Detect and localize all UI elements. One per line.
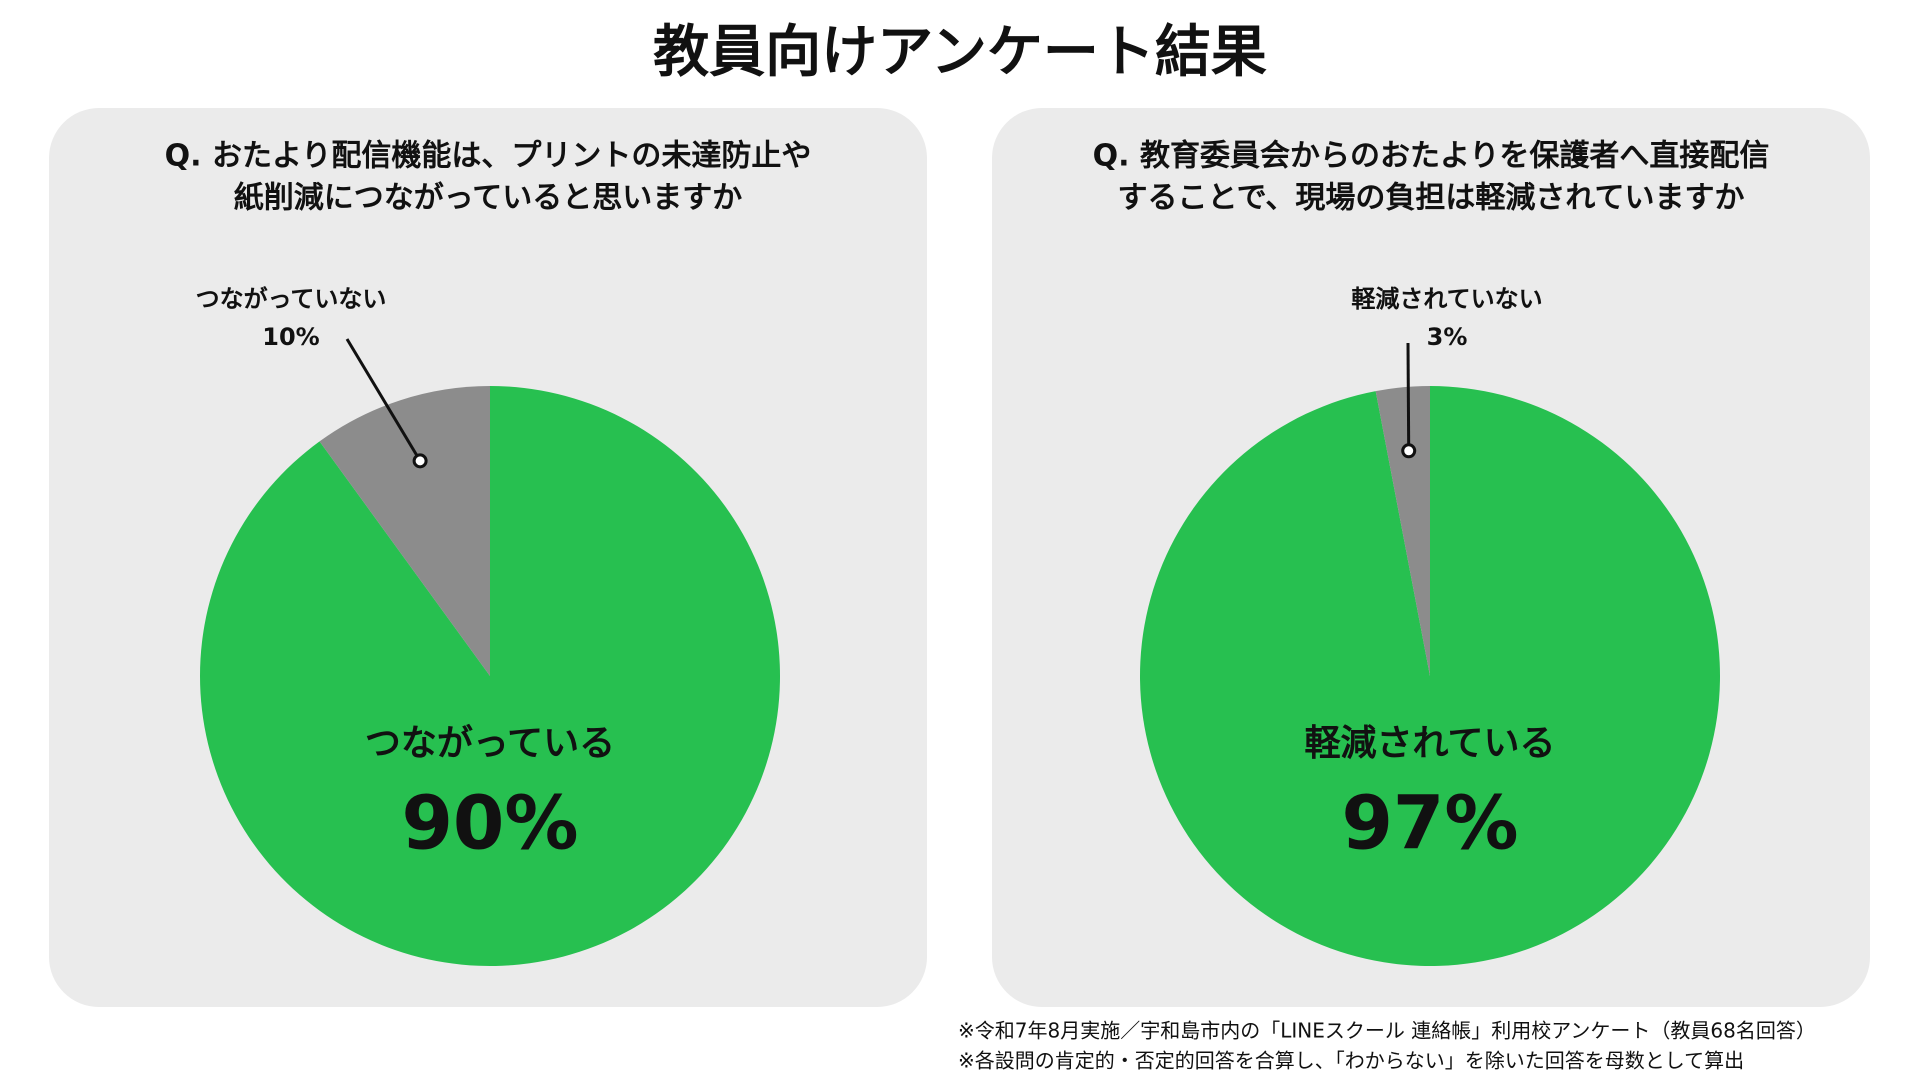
- leader-dot: [412, 453, 428, 469]
- question: することで、現場の負担は軽減されていますか: [1118, 181, 1745, 216]
- pie-slice: [1375, 386, 1430, 676]
- note: ※各設問の肯定的・否定的回答を合算し、「わからない」を除いた回答を母数として算出: [958, 1049, 1744, 1073]
- slice-label: 軽減されている: [1305, 723, 1556, 764]
- leader-line: [1406, 342, 1411, 451]
- note: ※令和7年8月実施／宇和島市内の「LINEスクール 連絡帳」利用校アンケート（教…: [958, 1019, 1816, 1043]
- leader-dot: [1401, 443, 1417, 459]
- question: 紙削減につながっていると思いますか: [234, 181, 743, 216]
- question: Q. 教育委員会からのおたよりを保護者へ直接配信: [1093, 139, 1770, 174]
- slice-value: 3%: [1427, 323, 1468, 351]
- leader-line: [345, 338, 422, 462]
- slice-label: つながっている: [365, 723, 615, 764]
- pie-slice: [319, 386, 490, 676]
- slice-value: 90%: [401, 781, 578, 867]
- page-title: 教員向けアンケート結果: [653, 20, 1267, 85]
- pie-slice: [1140, 386, 1721, 966]
- slice-label: つながっていない: [196, 285, 387, 313]
- slice-label: 軽減されていない: [1351, 285, 1542, 313]
- slice-value: 10%: [262, 323, 319, 351]
- question: Q. おたより配信機能は、プリントの未達防止や: [165, 139, 812, 174]
- slice-value: 97%: [1341, 781, 1518, 867]
